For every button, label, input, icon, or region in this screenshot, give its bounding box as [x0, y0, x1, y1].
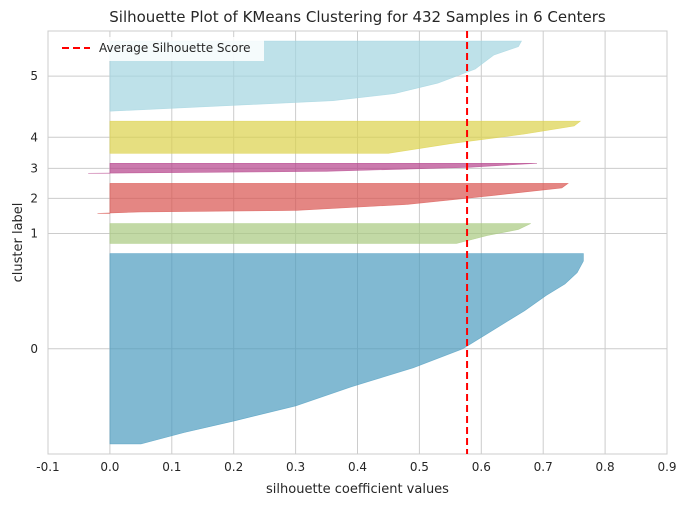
cluster-4-silhouette — [109, 120, 582, 154]
x-axis-title: silhouette coefficient values — [266, 482, 449, 497]
x-tick-label: 0.8 — [596, 460, 615, 474]
y-tick-label: 5 — [30, 69, 38, 83]
cluster-1-silhouette — [109, 223, 531, 244]
y-tick-label: 1 — [30, 226, 38, 240]
cluster-3-silhouette — [88, 163, 538, 174]
y-tick-label: 4 — [30, 130, 38, 144]
legend-label-average: Average Silhouette Score — [99, 41, 251, 55]
x-tick-label: -0.1 — [36, 460, 59, 474]
x-tick-label: 0.1 — [162, 460, 181, 474]
x-tick-label: 0.9 — [657, 460, 676, 474]
y-tick-label: 0 — [30, 342, 38, 356]
cluster-0-silhouette — [109, 253, 584, 445]
x-tick-label: 0.6 — [472, 460, 491, 474]
x-tick-label: 0.3 — [286, 460, 305, 474]
x-tick-label: 0.4 — [348, 460, 367, 474]
legend: Average Silhouette Score — [54, 37, 264, 61]
x-tick-label: 0.7 — [534, 460, 553, 474]
tick-labels: -0.1 0.0 0.1 0.2 0.3 0.4 0.5 0.6 0.7 0.8 0.9 0 1 2 3 4 5 — [30, 69, 676, 474]
chart-title: Silhouette Plot of KMeans Clustering for… — [109, 8, 606, 26]
x-tick-label: 0.5 — [410, 460, 429, 474]
x-tick-label: 0.2 — [224, 460, 243, 474]
cluster-2-silhouette — [97, 183, 569, 214]
x-tick-label: 0.0 — [100, 460, 119, 474]
y-axis-title: cluster label — [11, 203, 26, 283]
y-tick-label: 2 — [30, 191, 38, 205]
cluster-fills — [88, 40, 584, 445]
plot-frame — [47, 30, 668, 455]
y-tick-label: 3 — [30, 161, 38, 175]
